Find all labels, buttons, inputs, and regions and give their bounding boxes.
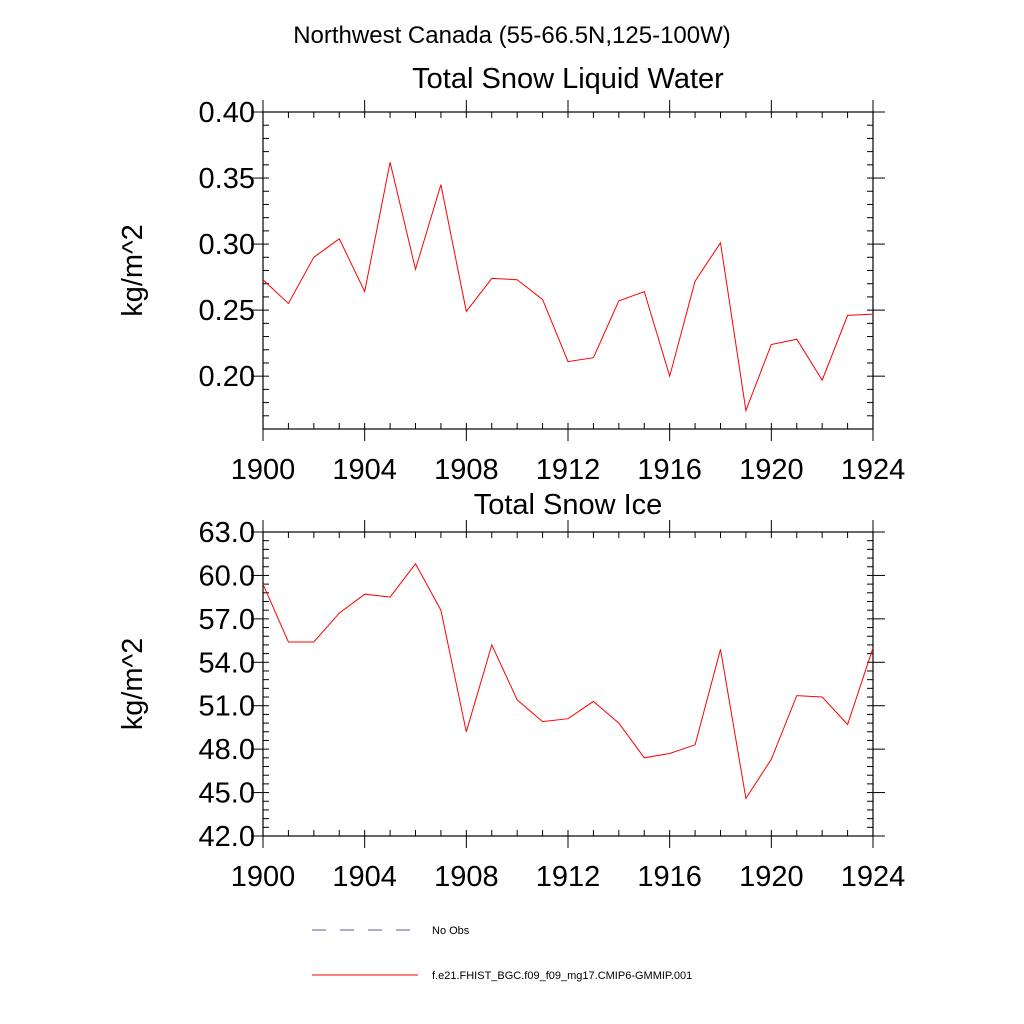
panel-snow-liquid-water: Total Snow Liquid Water 1900 1904 1908 1912 1… xyxy=(117,63,905,486)
x-tick-label: 1912 xyxy=(536,454,601,486)
x-tick-label: 1916 xyxy=(637,454,702,486)
plot-frame xyxy=(262,531,874,837)
y-tick-label: 0.30 xyxy=(199,229,255,261)
y-axis-label: kg/m^2 xyxy=(117,638,149,731)
y-tick-label: 63.0 xyxy=(199,517,255,549)
legend-item-model-run: f.e21.FHIST_BGC.f09_f09_mg17.CMIP6-GMMIP… xyxy=(312,970,692,982)
x-tick-label: 1924 xyxy=(841,454,906,486)
panel-snow-ice: Total Snow Ice 1900 1904 1908 1912 1916 1920 19… xyxy=(117,489,905,893)
y-tick-label: 57.0 xyxy=(199,604,255,636)
legend: No Obs f.e21.FHIST_BGC.f09_f09_mg17.CMIP… xyxy=(312,925,692,982)
y-tick-label: 42.0 xyxy=(199,821,255,853)
legend-item-no-obs: No Obs xyxy=(312,925,470,937)
x-tick-label: 1904 xyxy=(332,861,397,893)
legend-label-model-run: f.e21.FHIST_BGC.f09_f09_mg17.CMIP6-GMMIP… xyxy=(432,970,692,982)
x-tick-label: 1920 xyxy=(739,861,804,893)
y-tick-label: 48.0 xyxy=(199,734,255,766)
x-tick-label: 1900 xyxy=(231,454,296,486)
y-tick-label: 0.40 xyxy=(199,97,255,129)
x-tick-label: 1908 xyxy=(434,454,499,486)
figure-title: Northwest Canada (55-66.5N,125-100W) xyxy=(293,22,731,49)
y-tick-label: 45.0 xyxy=(199,778,255,810)
y-tick-label: 54.0 xyxy=(199,647,255,679)
x-tick-label: 1920 xyxy=(739,454,804,486)
y-axis-label: kg/m^2 xyxy=(117,224,149,317)
x-tick-label: 1908 xyxy=(434,861,499,893)
x-tick-label: 1900 xyxy=(231,861,296,893)
y-tick-label: 51.0 xyxy=(199,691,255,723)
x-tick-label: 1912 xyxy=(536,861,601,893)
series-line xyxy=(262,162,874,413)
legend-label-no-obs: No Obs xyxy=(432,925,470,937)
x-tick-label: 1904 xyxy=(332,454,397,486)
y-tick-label: 0.25 xyxy=(199,295,255,327)
y-tick-label: 0.35 xyxy=(199,163,255,195)
y-tick-label: 0.20 xyxy=(199,361,255,393)
panel-title: Total Snow Ice xyxy=(474,489,663,521)
x-tick-label: 1916 xyxy=(637,861,702,893)
x-tick-label: 1924 xyxy=(841,861,906,893)
panel-title: Total Snow Liquid Water xyxy=(412,63,724,95)
y-tick-label: 60.0 xyxy=(199,560,255,592)
series-line xyxy=(262,562,874,800)
